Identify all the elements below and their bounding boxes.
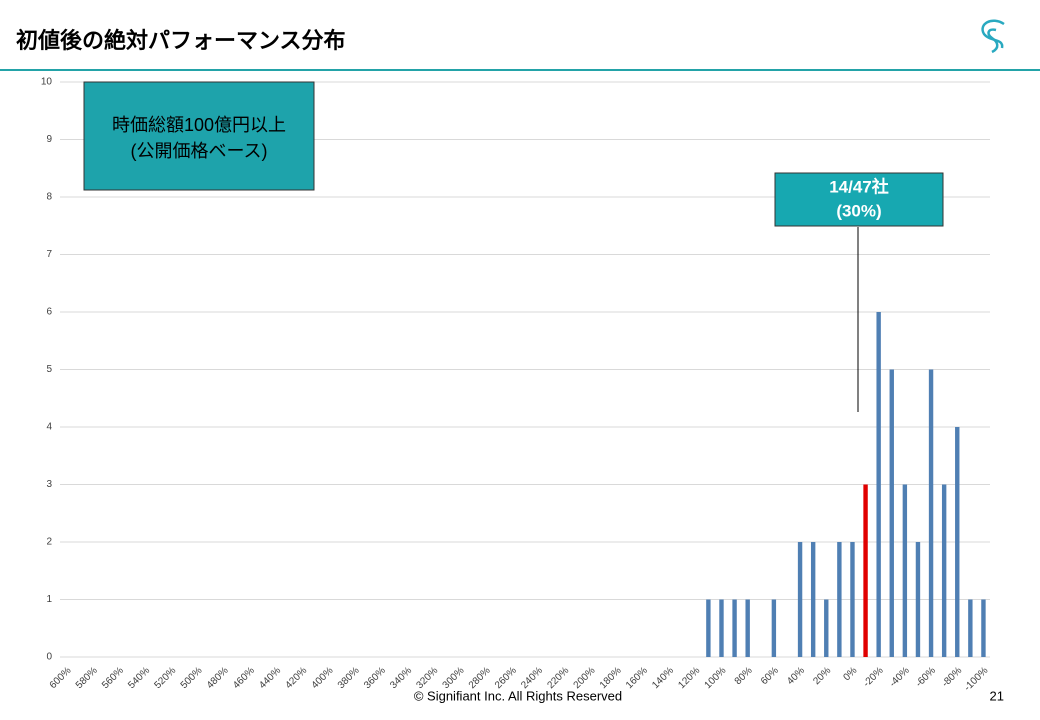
y-tick-label: 0 — [46, 652, 52, 663]
x-tick-label: -20% — [861, 665, 885, 689]
bar — [915, 542, 921, 657]
x-tick-label: -80% — [940, 665, 964, 689]
x-tick-label: 480% — [205, 665, 231, 691]
x-tick-label: 240% — [519, 665, 545, 691]
bar — [719, 599, 724, 657]
y-tick-label: 3 — [46, 479, 52, 490]
x-tick-label: -40% — [888, 665, 912, 689]
x-tick-label: 140% — [650, 665, 676, 691]
x-tick-label: 420% — [283, 665, 309, 691]
bar — [968, 599, 973, 657]
bar — [981, 599, 986, 657]
x-tick-label: 180% — [598, 665, 624, 691]
x-tick-label: 460% — [231, 665, 257, 691]
note-box — [83, 81, 315, 191]
y-tick-label: 4 — [46, 422, 52, 433]
page-number: 21 — [990, 688, 1004, 703]
x-tick-label: 560% — [100, 665, 126, 691]
x-tick-label: 200% — [572, 665, 598, 691]
x-tick-label: 540% — [126, 665, 152, 691]
y-tick-label: 9 — [46, 134, 52, 145]
x-tick-label: 600% — [48, 665, 74, 691]
bar — [941, 484, 947, 657]
x-tick-label: 280% — [467, 665, 493, 691]
bar — [797, 542, 803, 657]
bar — [889, 369, 894, 657]
bar — [850, 542, 855, 657]
y-tick-label: 6 — [46, 307, 52, 318]
x-tick-label: 360% — [362, 665, 388, 691]
x-tick-label: 60% — [759, 665, 781, 687]
x-tick-label: 40% — [785, 665, 807, 687]
bar — [745, 599, 750, 657]
bar — [771, 599, 777, 657]
x-tick-label: 260% — [493, 665, 519, 691]
x-tick-label: 380% — [336, 665, 362, 691]
bar — [955, 427, 960, 657]
x-tick-label: 100% — [703, 665, 729, 691]
bar — [732, 599, 737, 657]
bar — [902, 484, 908, 657]
x-tick-label: 120% — [676, 665, 702, 691]
y-tick-label: 2 — [46, 537, 52, 548]
bar — [810, 542, 816, 657]
note-line: (公開価格ベース) — [130, 141, 267, 161]
x-tick-label: 160% — [624, 665, 650, 691]
x-tick-label: 520% — [152, 665, 178, 691]
copyright: © Signifiant Inc. All Rights Reserved — [414, 688, 622, 703]
bar — [824, 599, 829, 657]
bar — [837, 542, 842, 657]
callout-box — [774, 172, 944, 227]
y-tick-label: 7 — [46, 249, 52, 260]
x-tick-label: -100% — [962, 665, 990, 693]
bar — [706, 599, 711, 657]
y-tick-label: 5 — [46, 364, 52, 375]
x-tick-label: 580% — [74, 665, 100, 691]
slide-title: 初値後の絶対パフォーマンス分布 — [16, 28, 346, 53]
x-tick-label: -60% — [914, 665, 938, 689]
x-tick-label: 500% — [179, 665, 205, 691]
x-tick-label: 320% — [414, 665, 440, 691]
x-tick-label: 300% — [441, 665, 467, 691]
logo — [981, 19, 1005, 54]
callout-line: (30%) — [836, 201, 881, 220]
y-tick-label: 1 — [46, 594, 52, 605]
x-tick-label: 340% — [388, 665, 414, 691]
x-tick-label: 80% — [733, 665, 755, 687]
bar — [928, 369, 934, 657]
x-tick-label: 220% — [545, 665, 571, 691]
y-tick-label: 10 — [41, 77, 53, 88]
x-tick-label: 400% — [310, 665, 336, 691]
callout-line: 14/47社 — [829, 176, 889, 196]
x-tick-label: 0% — [841, 665, 859, 683]
bar — [863, 484, 868, 657]
x-tick-label: 440% — [257, 665, 283, 691]
note-line: 時価総額100億円以上 — [112, 115, 286, 135]
bar — [876, 312, 881, 657]
x-tick-label: 20% — [811, 665, 833, 687]
y-tick-label: 8 — [46, 192, 52, 203]
